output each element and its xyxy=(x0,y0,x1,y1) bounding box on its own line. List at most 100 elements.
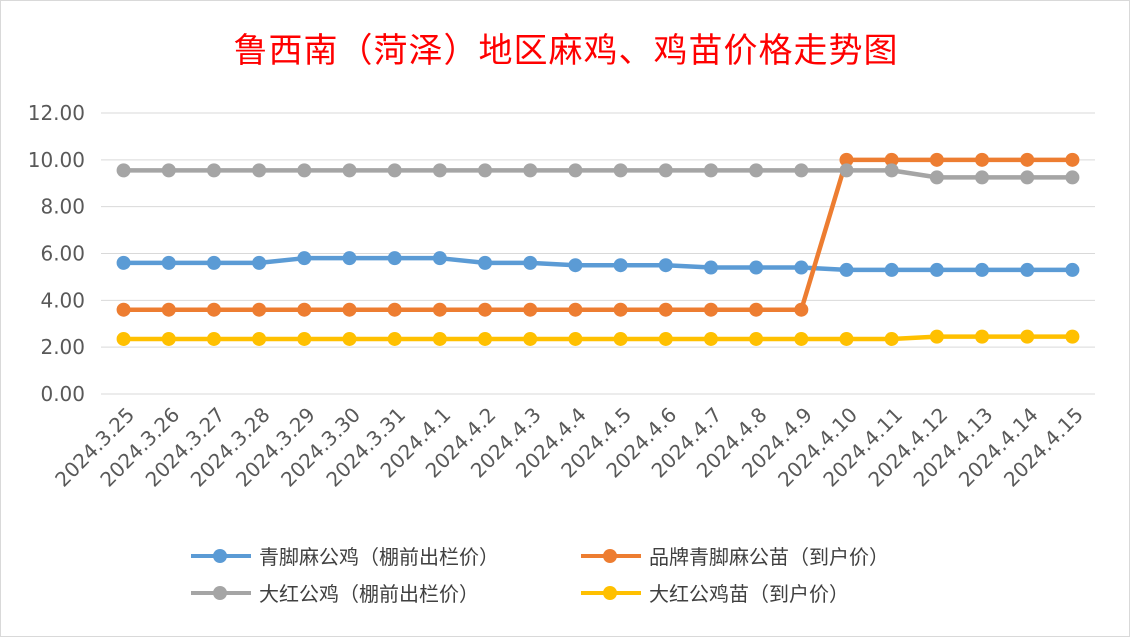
data-point-series-1 xyxy=(749,260,764,275)
data-point-series-2 xyxy=(252,302,267,317)
data-point-series-3 xyxy=(794,163,809,178)
data-point-series-1 xyxy=(206,255,221,270)
y-tick-label: 2.00 xyxy=(40,335,85,359)
data-point-series-1 xyxy=(794,260,809,275)
data-point-series-2 xyxy=(613,302,628,317)
chart-legend: 青脚麻公鸡（棚前出栏价） 品牌青脚麻公苗（到户价） 大红公鸡（棚前出栏价） xyxy=(191,537,1011,611)
data-point-series-3 xyxy=(342,163,357,178)
data-point-series-4 xyxy=(161,331,176,346)
legend-item-series-2: 品牌青脚麻公苗（到户价） xyxy=(581,541,981,570)
legend-label-series-1: 青脚麻公鸡（棚前出栏价） xyxy=(259,545,499,569)
data-point-series-1 xyxy=(1065,262,1080,277)
data-point-series-2 xyxy=(161,302,176,317)
data-point-series-1 xyxy=(161,255,176,270)
data-point-series-1 xyxy=(478,255,493,270)
data-point-series-3 xyxy=(252,163,267,178)
data-point-series-2 xyxy=(794,302,809,317)
data-point-series-4 xyxy=(523,331,538,346)
data-point-series-4 xyxy=(342,331,357,346)
legend-label-series-3: 大红公鸡（棚前出栏价） xyxy=(259,582,479,606)
legend-marker xyxy=(213,548,227,563)
data-point-series-1 xyxy=(252,255,267,270)
data-point-series-2 xyxy=(749,302,764,317)
data-point-series-4 xyxy=(478,331,493,346)
data-point-series-4 xyxy=(794,331,809,346)
data-point-series-1 xyxy=(342,251,357,266)
data-point-series-4 xyxy=(432,331,447,346)
data-point-series-3 xyxy=(1020,170,1035,185)
data-point-series-3 xyxy=(432,163,447,178)
legend-swatch-series-1 xyxy=(191,548,251,563)
data-point-series-3 xyxy=(1065,170,1080,185)
data-point-series-3 xyxy=(387,163,402,178)
data-point-series-1 xyxy=(703,260,718,275)
legend-label-series-4: 大红公鸡苗（到户价） xyxy=(649,582,849,606)
legend-item-series-1: 青脚麻公鸡（棚前出栏价） xyxy=(191,541,581,570)
data-point-series-1 xyxy=(1020,262,1035,277)
data-point-series-1 xyxy=(658,258,673,273)
data-point-series-3 xyxy=(161,163,176,178)
data-point-series-1 xyxy=(568,258,583,273)
data-point-series-4 xyxy=(387,331,402,346)
data-point-series-4 xyxy=(929,329,944,344)
data-point-series-4 xyxy=(884,331,899,346)
y-tick-label: 12.00 xyxy=(28,101,85,125)
data-point-series-2 xyxy=(929,152,944,167)
data-point-series-4 xyxy=(839,331,854,346)
data-point-series-3 xyxy=(839,163,854,178)
legend-row: 大红公鸡（棚前出栏价） 大红公鸡苗（到户价） xyxy=(191,574,1011,611)
data-point-series-1 xyxy=(297,251,312,266)
data-point-series-3 xyxy=(749,163,764,178)
data-point-series-4 xyxy=(116,331,131,346)
data-point-series-4 xyxy=(658,331,673,346)
data-point-series-4 xyxy=(1065,329,1080,344)
data-point-series-2 xyxy=(1020,152,1035,167)
data-point-series-2 xyxy=(297,302,312,317)
chart-title: 鲁西南（菏泽）地区麻鸡、鸡苗价格走势图 xyxy=(233,31,899,71)
data-point-series-3 xyxy=(658,163,673,178)
legend-marker xyxy=(603,548,617,563)
data-point-series-3 xyxy=(478,163,493,178)
data-point-series-3 xyxy=(116,163,131,178)
series-line-2 xyxy=(121,157,1075,312)
data-point-series-2 xyxy=(568,302,583,317)
data-point-series-4 xyxy=(206,331,221,346)
data-point-series-3 xyxy=(703,163,718,178)
legend-label-series-2: 品牌青脚麻公苗（到户价） xyxy=(649,545,889,569)
data-point-series-1 xyxy=(116,255,131,270)
data-point-series-2 xyxy=(523,302,538,317)
legend-swatch-series-4 xyxy=(581,585,641,600)
data-point-series-2 xyxy=(1065,152,1080,167)
data-point-series-2 xyxy=(658,302,673,317)
legend-marker xyxy=(213,585,227,600)
data-point-series-4 xyxy=(975,329,990,344)
data-point-series-1 xyxy=(884,262,899,277)
data-point-series-2 xyxy=(478,302,493,317)
data-point-series-4 xyxy=(749,331,764,346)
data-point-series-2 xyxy=(387,302,402,317)
legend-swatch-series-3 xyxy=(191,585,251,600)
data-point-series-2 xyxy=(206,302,221,317)
data-point-series-2 xyxy=(342,302,357,317)
data-point-series-3 xyxy=(297,163,312,178)
data-point-series-3 xyxy=(206,163,221,178)
data-point-series-2 xyxy=(884,152,899,167)
legend-row: 青脚麻公鸡（棚前出栏价） 品牌青脚麻公苗（到户价） xyxy=(191,537,1011,574)
data-point-series-1 xyxy=(839,262,854,277)
y-tick-label: 8.00 xyxy=(40,195,85,219)
data-point-series-2 xyxy=(839,152,854,167)
data-point-series-1 xyxy=(432,251,447,266)
data-point-series-3 xyxy=(884,163,899,178)
data-point-series-2 xyxy=(703,302,718,317)
legend-item-series-3: 大红公鸡（棚前出栏价） xyxy=(191,578,581,607)
data-point-series-2 xyxy=(975,152,990,167)
y-tick-label: 6.00 xyxy=(40,242,85,266)
data-point-series-1 xyxy=(523,255,538,270)
data-point-series-4 xyxy=(297,331,312,346)
data-point-series-3 xyxy=(613,163,628,178)
data-point-series-1 xyxy=(975,262,990,277)
y-tick-label: 10.00 xyxy=(28,148,85,172)
data-point-series-2 xyxy=(116,302,131,317)
data-point-series-1 xyxy=(387,251,402,266)
